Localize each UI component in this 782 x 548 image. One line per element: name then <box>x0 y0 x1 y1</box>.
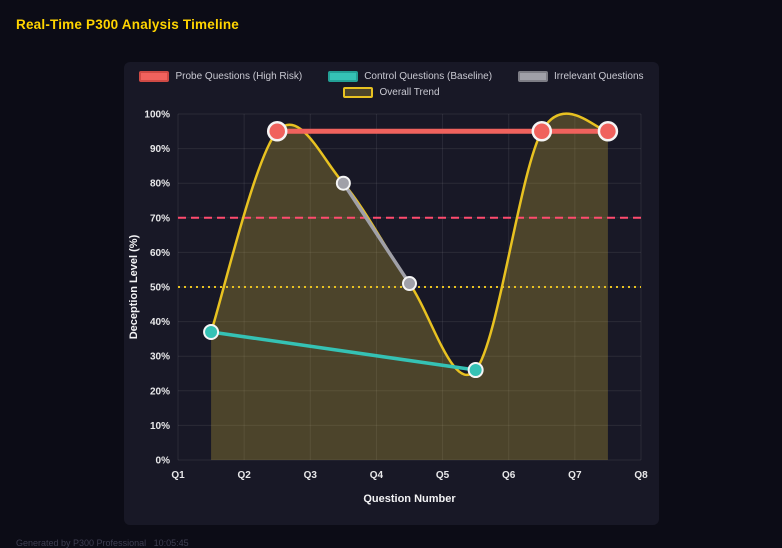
page-title: Real-Time P300 Analysis Timeline <box>16 17 240 32</box>
y-tick-label: 60% <box>150 248 170 259</box>
control-legend-swatch <box>328 71 359 82</box>
irrelevant-legend-label: Irrelevant Questions <box>554 71 644 82</box>
trend-legend-label: Overall Trend <box>379 87 440 98</box>
legend-item-irrelevant[interactable]: Irrelevant Questions <box>518 71 644 82</box>
y-axis-title: Deception Level (%) <box>128 234 140 339</box>
data-point[interactable] <box>203 323 220 340</box>
trend-legend-swatch <box>343 87 374 98</box>
chart-legend: Probe Questions (High Risk) Control Ques… <box>124 71 659 98</box>
legend-row-2: Overall Trend <box>343 87 440 98</box>
data-point[interactable] <box>266 121 288 142</box>
series-line-1 <box>209 330 478 372</box>
legend-row-1: Probe Questions (High Risk) Control Ques… <box>139 71 644 82</box>
data-point[interactable] <box>531 121 553 142</box>
footer-note: Generated by P300 Professional 10:05:45 <box>16 538 189 548</box>
y-tick-label: 0% <box>156 456 171 467</box>
legend-item-trend[interactable]: Overall Trend <box>343 87 440 98</box>
data-point[interactable] <box>597 121 619 142</box>
x-tick-label: Q7 <box>568 470 582 481</box>
x-tick-label: Q8 <box>634 470 648 481</box>
probe-legend-label: Probe Questions (High Risk) <box>175 71 303 82</box>
y-tick-label: 70% <box>150 213 170 224</box>
data-point[interactable] <box>402 276 417 292</box>
data-point[interactable] <box>335 175 351 191</box>
irrelevant-legend-swatch <box>518 71 549 82</box>
y-tick-label: 90% <box>150 144 170 155</box>
y-tick-label: 40% <box>150 317 170 328</box>
y-tick-label: 50% <box>150 283 170 294</box>
series-line-2 <box>341 181 412 286</box>
x-tick-label: Q1 <box>171 470 185 481</box>
x-axis-title: Question Number <box>363 493 456 505</box>
y-tick-label: 100% <box>144 110 170 121</box>
y-tick-label: 10% <box>150 421 170 432</box>
y-tick-label: 20% <box>150 386 170 397</box>
control-legend-label: Control Questions (Baseline) <box>364 71 493 82</box>
y-tick-label: 80% <box>150 179 170 190</box>
legend-item-control[interactable]: Control Questions (Baseline) <box>328 71 492 82</box>
x-tick-label: Q3 <box>304 470 318 481</box>
x-tick-label: Q2 <box>237 470 251 481</box>
chart-panel: Probe Questions (High Risk) Control Ques… <box>124 62 659 525</box>
legend-item-probe[interactable]: Probe Questions (High Risk) <box>139 71 302 82</box>
x-tick-label: Q6 <box>502 470 516 481</box>
probe-legend-swatch <box>139 71 170 82</box>
data-point[interactable] <box>467 362 484 379</box>
y-tick-label: 30% <box>150 352 170 363</box>
x-tick-label: Q4 <box>370 470 384 481</box>
x-tick-label: Q5 <box>436 470 450 481</box>
timeline-chart-canvas[interactable]: 0% 10% 20% 30% 40% 50% 60% 70% 80% 90% 100% Q1 Q2 Q3 Q… <box>124 102 659 510</box>
